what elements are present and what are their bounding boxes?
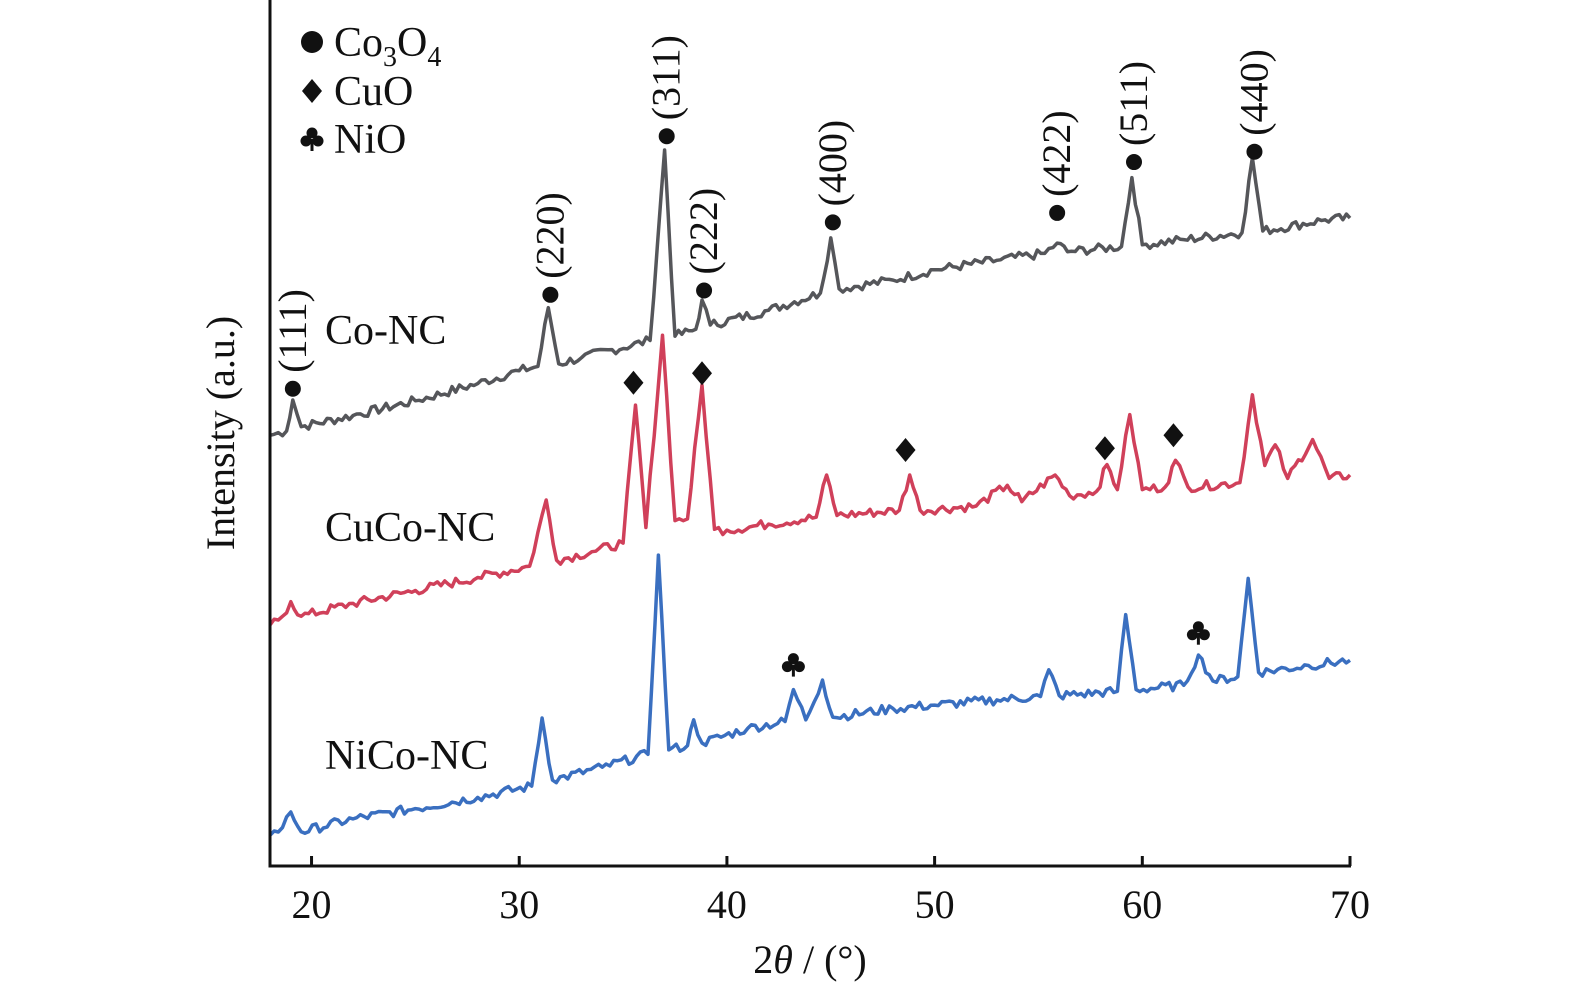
x-title-prefix: 2 [753,937,773,982]
x-axis-title: 2θ / (°) [753,937,866,982]
legend-label-nio: NiO [334,117,406,163]
co3o4-circle-icon [1126,154,1142,171]
cuo-diamond-icon [623,370,644,395]
x-ticks: 20 30 40 50 60 70 [292,856,1370,927]
cuo-diamond-icon [692,361,712,386]
hkl-label: (422) [1034,110,1079,197]
co3o4-circle-icon [696,282,713,299]
legend-label-cuo: CuO [334,69,413,115]
co3o4-circle-icon [658,128,675,145]
hkl-label: (311) [644,35,689,120]
cuo-diamond-icon [1163,423,1184,448]
legend-circle-icon [301,31,323,53]
nio-club-icon [781,653,805,677]
series-layer [268,148,1352,837]
hkl-label: (111) [270,289,315,373]
co3o4-circle-icon [1246,143,1263,160]
hkl-label: (222) [681,188,726,275]
series-line-nico-nc [268,553,1351,837]
x-tick-label: 20 [292,882,332,927]
x-title-suffix: / (°) [793,937,867,982]
y-axis-title: Intensity (a.u.) [198,316,243,550]
sample-label-co-nc: Co-NC [325,308,446,354]
cuo-diamond-icon [895,437,916,462]
x-tick-label: 70 [1330,882,1370,927]
nio-club-icon [1186,621,1210,645]
hkl-label: (220) [527,192,572,279]
legend-diamond-icon [302,79,322,103]
legend-club-icon [300,127,324,151]
x-tick-label: 50 [915,882,955,927]
hkl-label: (440) [1231,49,1276,136]
sample-label-nico-nc: NiCo-NC [325,733,488,779]
co3o4-circle-icon [824,214,841,231]
legend: Co3O4 CuO NiO [300,20,441,163]
cuo-diamond-icon [1094,436,1115,461]
x-tick-label: 40 [707,882,747,927]
legend-label-co3o4: Co3O4 [334,20,441,73]
series-line-co-nc [269,148,1352,438]
co3o4-circle-icon [1049,204,1066,221]
sample-label-cuco-nc: CuCo-NC [325,505,495,551]
x-tick-label: 30 [499,882,539,927]
hkl-label: (511) [1111,61,1156,146]
x-tick-label: 60 [1122,882,1162,927]
hkl-label: (400) [810,120,855,207]
x-title-theta: θ [773,937,793,982]
co3o4-circle-icon [284,380,301,397]
co3o4-circle-icon [542,286,559,303]
series-line-cuco-nc [268,333,1352,627]
marker-layer: (111) (220) (311) (222) (400) (422) (511) (440) [270,35,1276,677]
